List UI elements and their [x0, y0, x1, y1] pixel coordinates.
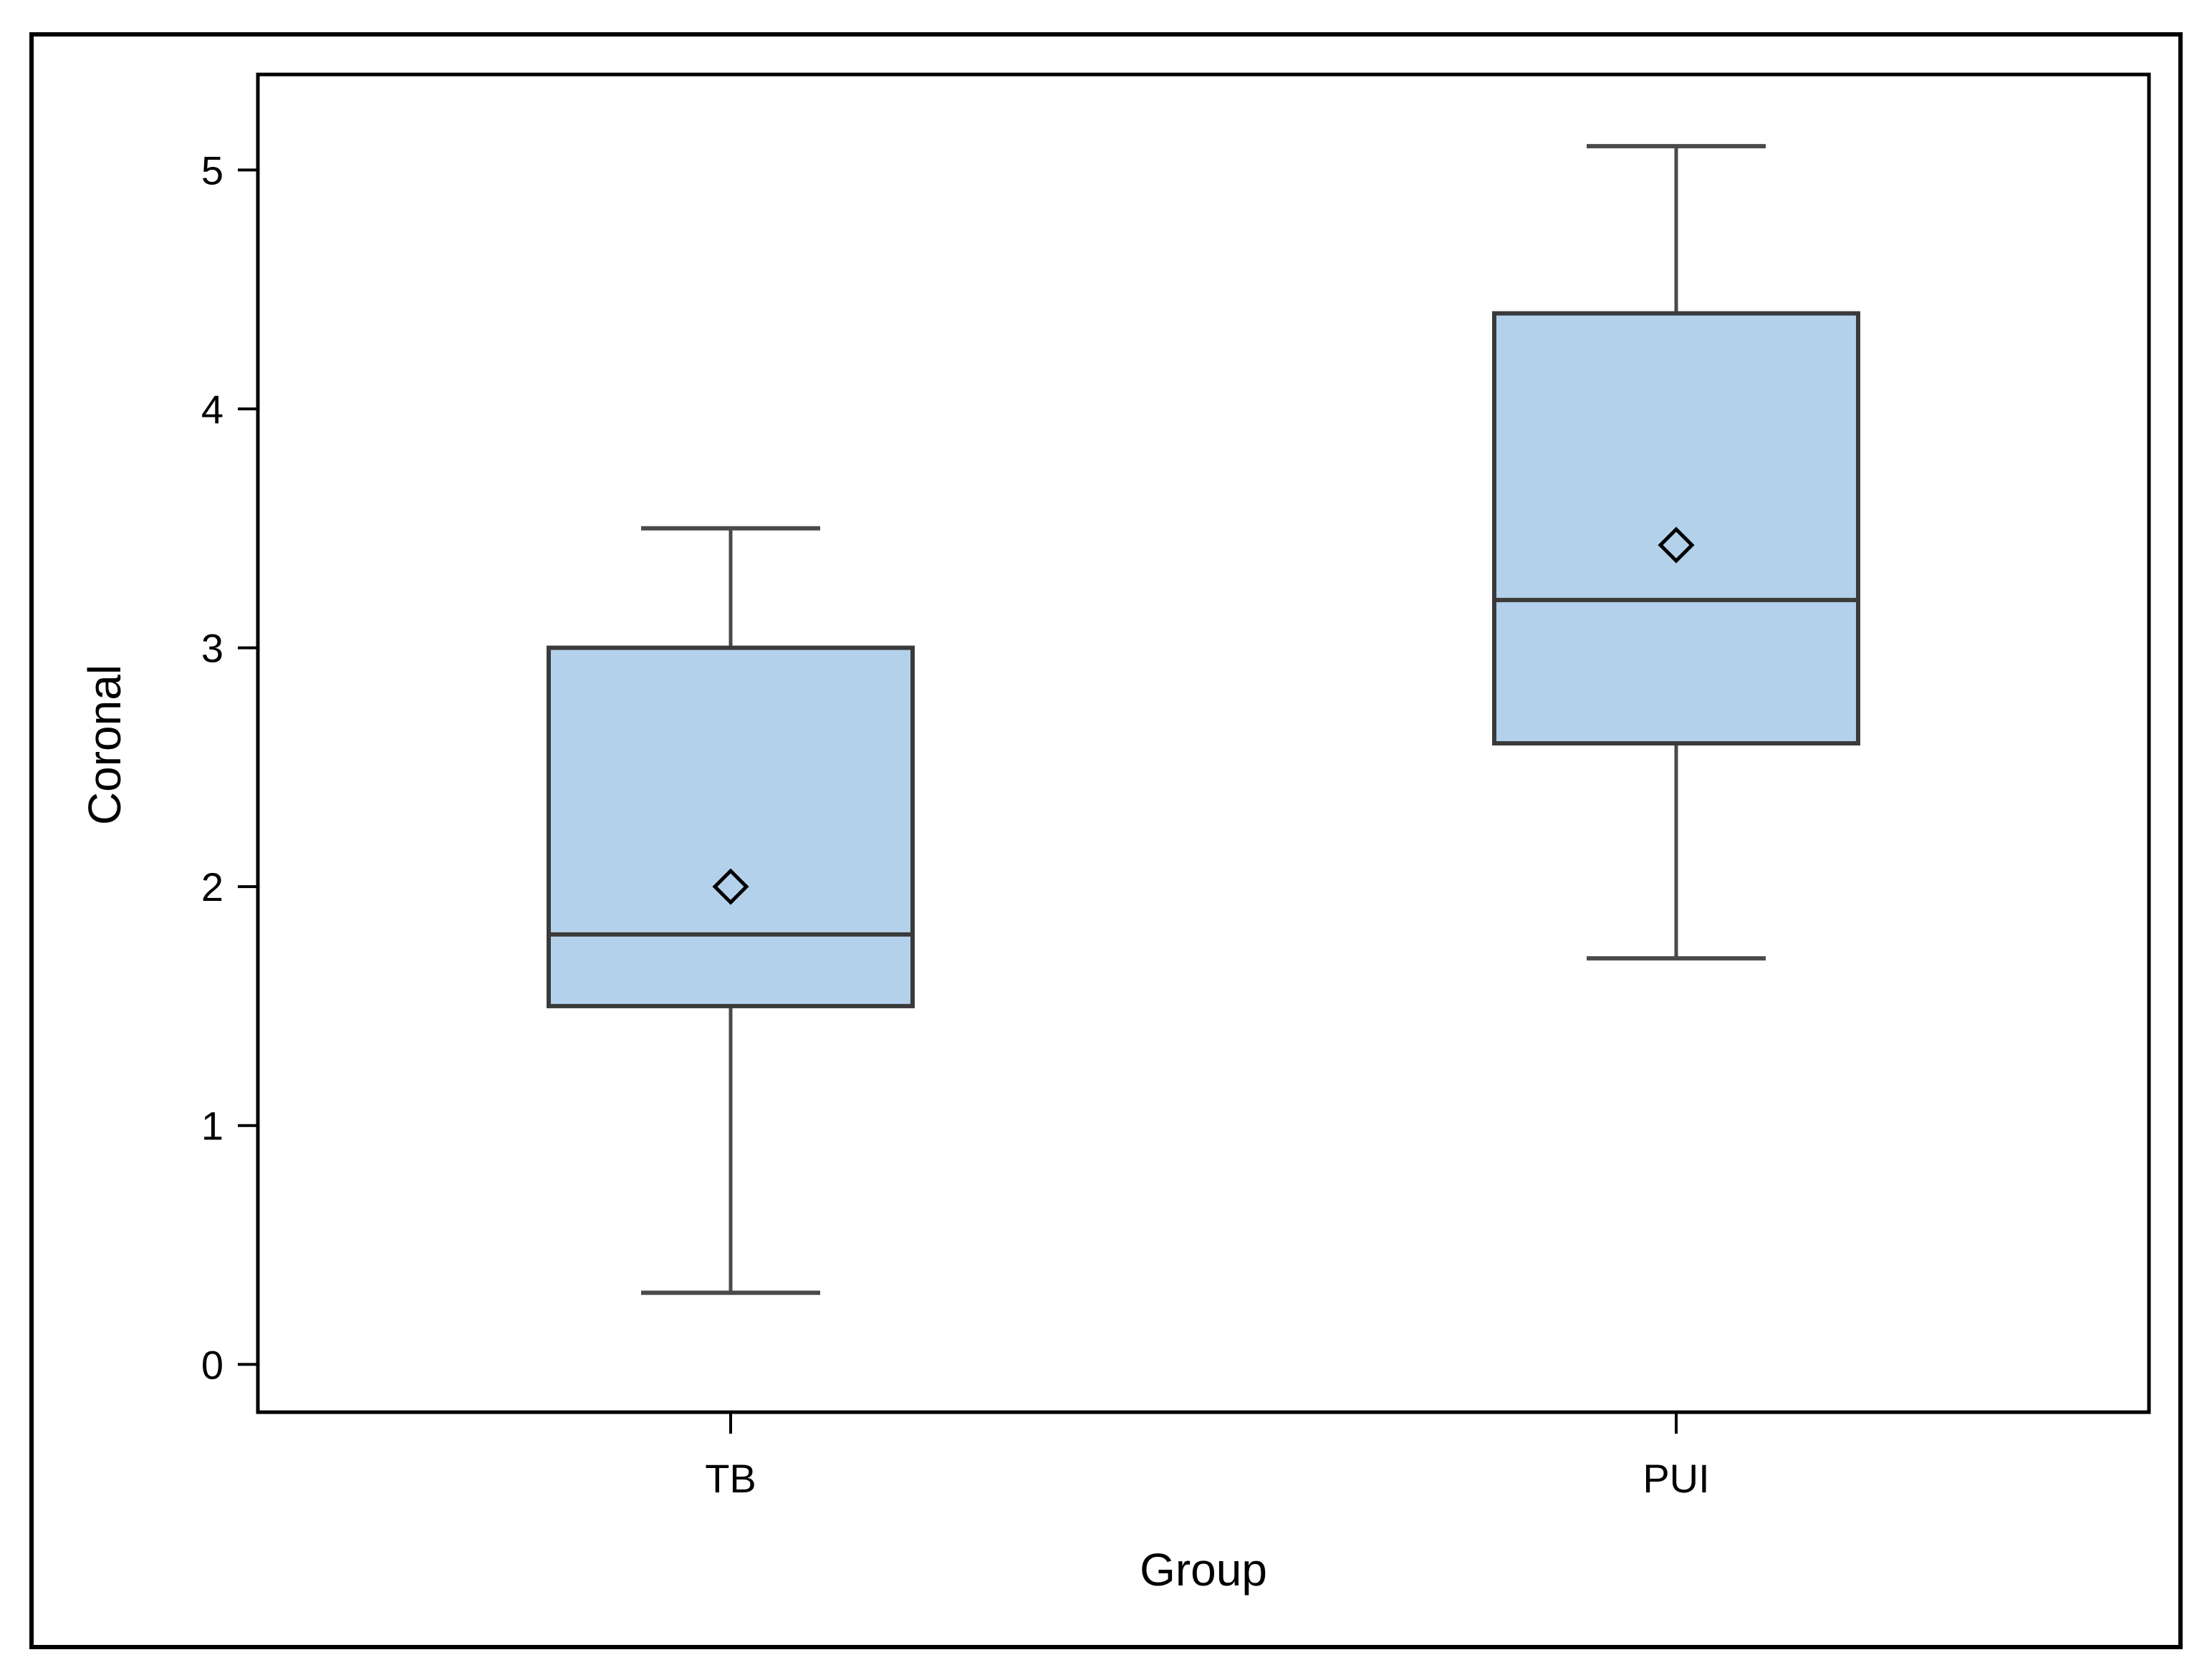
x-tick-label-pui: PUI — [1643, 1456, 1709, 1501]
plot-area — [256, 72, 2151, 1414]
y-tick-label-3: 3 — [201, 626, 223, 671]
y-tick-label-0: 0 — [201, 1342, 223, 1387]
y-tick-label-2: 2 — [201, 864, 223, 909]
iqr-box-tb — [547, 645, 915, 1008]
y-tick-label-5: 5 — [201, 148, 223, 193]
mean-marker-tb — [712, 868, 749, 905]
x-axis: TB PUI — [705, 1412, 1710, 1501]
x-axis-title: Group — [1140, 1544, 1267, 1596]
y-axis: 0 1 2 3 4 5 — [201, 148, 258, 1387]
y-tick-label-1: 1 — [201, 1104, 223, 1149]
box-pui — [1492, 144, 1860, 961]
mean-marker-pui — [1658, 526, 1695, 564]
y-tick-label-4: 4 — [201, 387, 223, 432]
y-axis-title: Coronal — [79, 665, 130, 825]
x-tick-label-tb: TB — [705, 1456, 756, 1501]
box-plots — [547, 144, 1860, 1295]
box-tb — [547, 526, 915, 1295]
